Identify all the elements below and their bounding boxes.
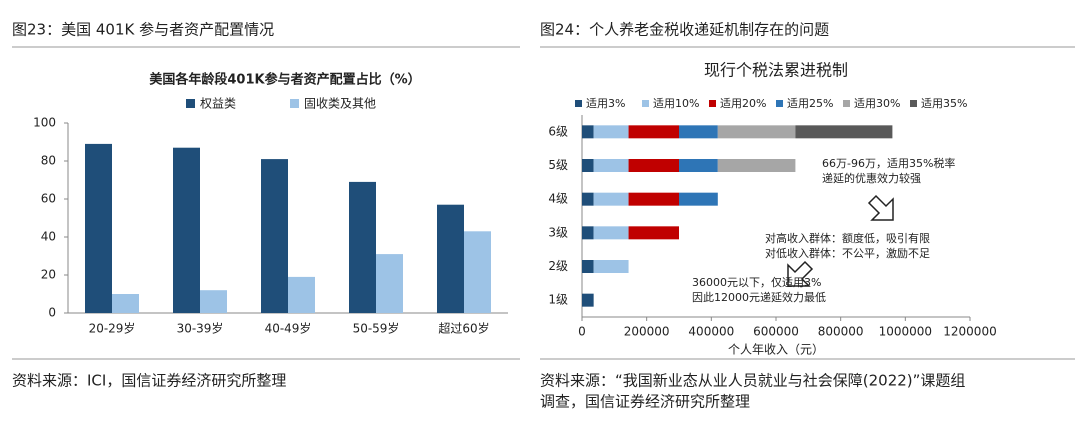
bar-segment <box>582 159 594 172</box>
x-axis-label: 个人年收入（元） <box>728 343 824 357</box>
annotation: 递延的优惠效力较强 <box>822 171 921 185</box>
annotation: 对低收入群体：不公平，激励不足 <box>765 246 930 260</box>
chart-title: 现行个税法累进税制 <box>704 61 848 80</box>
arrows <box>787 194 894 287</box>
legend-swatch <box>776 100 783 107</box>
x-tick-label: 600000 <box>753 325 799 339</box>
legend-swatch <box>910 100 917 107</box>
legend-swatch <box>843 100 850 107</box>
bar-segment <box>795 125 893 139</box>
legend-swatch <box>709 100 716 107</box>
y-tick-label: 0 <box>48 306 56 320</box>
bar <box>261 159 288 313</box>
y-tick-label: 20 <box>41 268 56 282</box>
x-tick-label: 200000 <box>624 325 670 339</box>
y-tick-label: 3级 <box>548 225 568 239</box>
bar-segment <box>679 159 718 172</box>
bar <box>376 254 403 313</box>
legend-label: 适用20% <box>720 97 766 110</box>
legend-label: 适用10% <box>653 97 699 110</box>
bar-segment <box>717 159 796 172</box>
bar <box>200 290 227 313</box>
source-note: 资料来源：ICI，国信证券经济研究所整理 <box>12 372 286 390</box>
bar-segment <box>628 125 679 139</box>
x-tick-label: 40-49岁 <box>265 321 312 336</box>
legend-label: 权益类 <box>200 97 236 111</box>
bar <box>288 276 315 313</box>
bar-segment <box>593 159 629 172</box>
bar-segment <box>679 125 718 139</box>
bar-segment <box>679 192 718 206</box>
source-note: 调查，国信证券经济研究所整理 <box>540 393 750 411</box>
bar-segment <box>582 192 594 206</box>
bar-segment <box>582 226 594 240</box>
arrow <box>867 194 894 221</box>
bar-segment <box>582 125 594 139</box>
x-tick-label: 超过60岁 <box>438 321 489 336</box>
bar <box>349 181 376 313</box>
bar <box>437 204 464 313</box>
x-tick-label: 50-59岁 <box>353 321 400 336</box>
legend-label: 适用3% <box>586 97 625 110</box>
annotation: 66万-96万，适用35%税率 <box>822 156 955 170</box>
figure-caption: 图23：美国 401K 参与者资产配置情况 <box>12 21 274 39</box>
arrow <box>787 260 814 287</box>
legend-swatch <box>575 100 582 107</box>
bar-segment <box>628 226 679 240</box>
legend-swatch <box>642 100 649 107</box>
legend-label: 适用35% <box>921 97 967 110</box>
bar <box>173 147 200 313</box>
annotation: 因此12000元递延效力最低 <box>692 290 826 304</box>
bar-segment <box>593 192 629 206</box>
bar-segment <box>717 125 796 139</box>
y-tick-label: 60 <box>41 192 56 206</box>
x-tick-label: 30-39岁 <box>177 321 224 336</box>
x-tick-label: 1200000 <box>943 325 996 339</box>
source-note: 资料来源：“我国新业态从业人员就业与社会保障(2022)”课题组 <box>540 372 965 390</box>
x-tick-label: 800000 <box>818 325 864 339</box>
bar-segment <box>628 192 679 206</box>
legend-swatch <box>186 99 195 108</box>
y-tick-label: 2级 <box>548 259 568 273</box>
legend-label: 固收类及其他 <box>304 97 376 111</box>
bar-segment <box>593 125 629 139</box>
y-tick-label: 4级 <box>548 192 568 206</box>
x-tick-label: 400000 <box>688 325 734 339</box>
bar <box>85 143 112 313</box>
y-tick-label: 5级 <box>548 158 568 172</box>
x-tick-label: 1000000 <box>879 325 932 339</box>
legend-label: 适用30% <box>854 97 900 110</box>
legend-label: 适用25% <box>787 97 833 110</box>
x-tick-label: 0 <box>578 325 586 339</box>
legend-swatch <box>290 99 299 108</box>
y-tick-label: 80 <box>41 154 56 168</box>
bar-segment <box>593 226 629 240</box>
y-tick-label: 40 <box>41 230 56 244</box>
y-tick-label: 1级 <box>548 293 568 307</box>
bar-segment <box>582 260 594 273</box>
bar <box>112 294 139 313</box>
bar-segment <box>628 159 679 172</box>
bar-segment <box>582 293 594 307</box>
bar-segment <box>593 260 629 273</box>
y-tick-label: 100 <box>33 116 56 130</box>
bar <box>464 231 491 313</box>
figure-caption: 图24：个人养老金税收递延机制存在的问题 <box>540 21 829 39</box>
annotation: 对高收入群体：额度低，吸引有限 <box>765 231 930 245</box>
annotation: 36000元以下，仅适用3% <box>692 276 821 289</box>
y-tick-label: 6级 <box>548 124 568 138</box>
x-tick-label: 20-29岁 <box>89 321 136 336</box>
chart-title: 美国各年龄段401K参与者资产配置占比（%） <box>149 72 420 88</box>
